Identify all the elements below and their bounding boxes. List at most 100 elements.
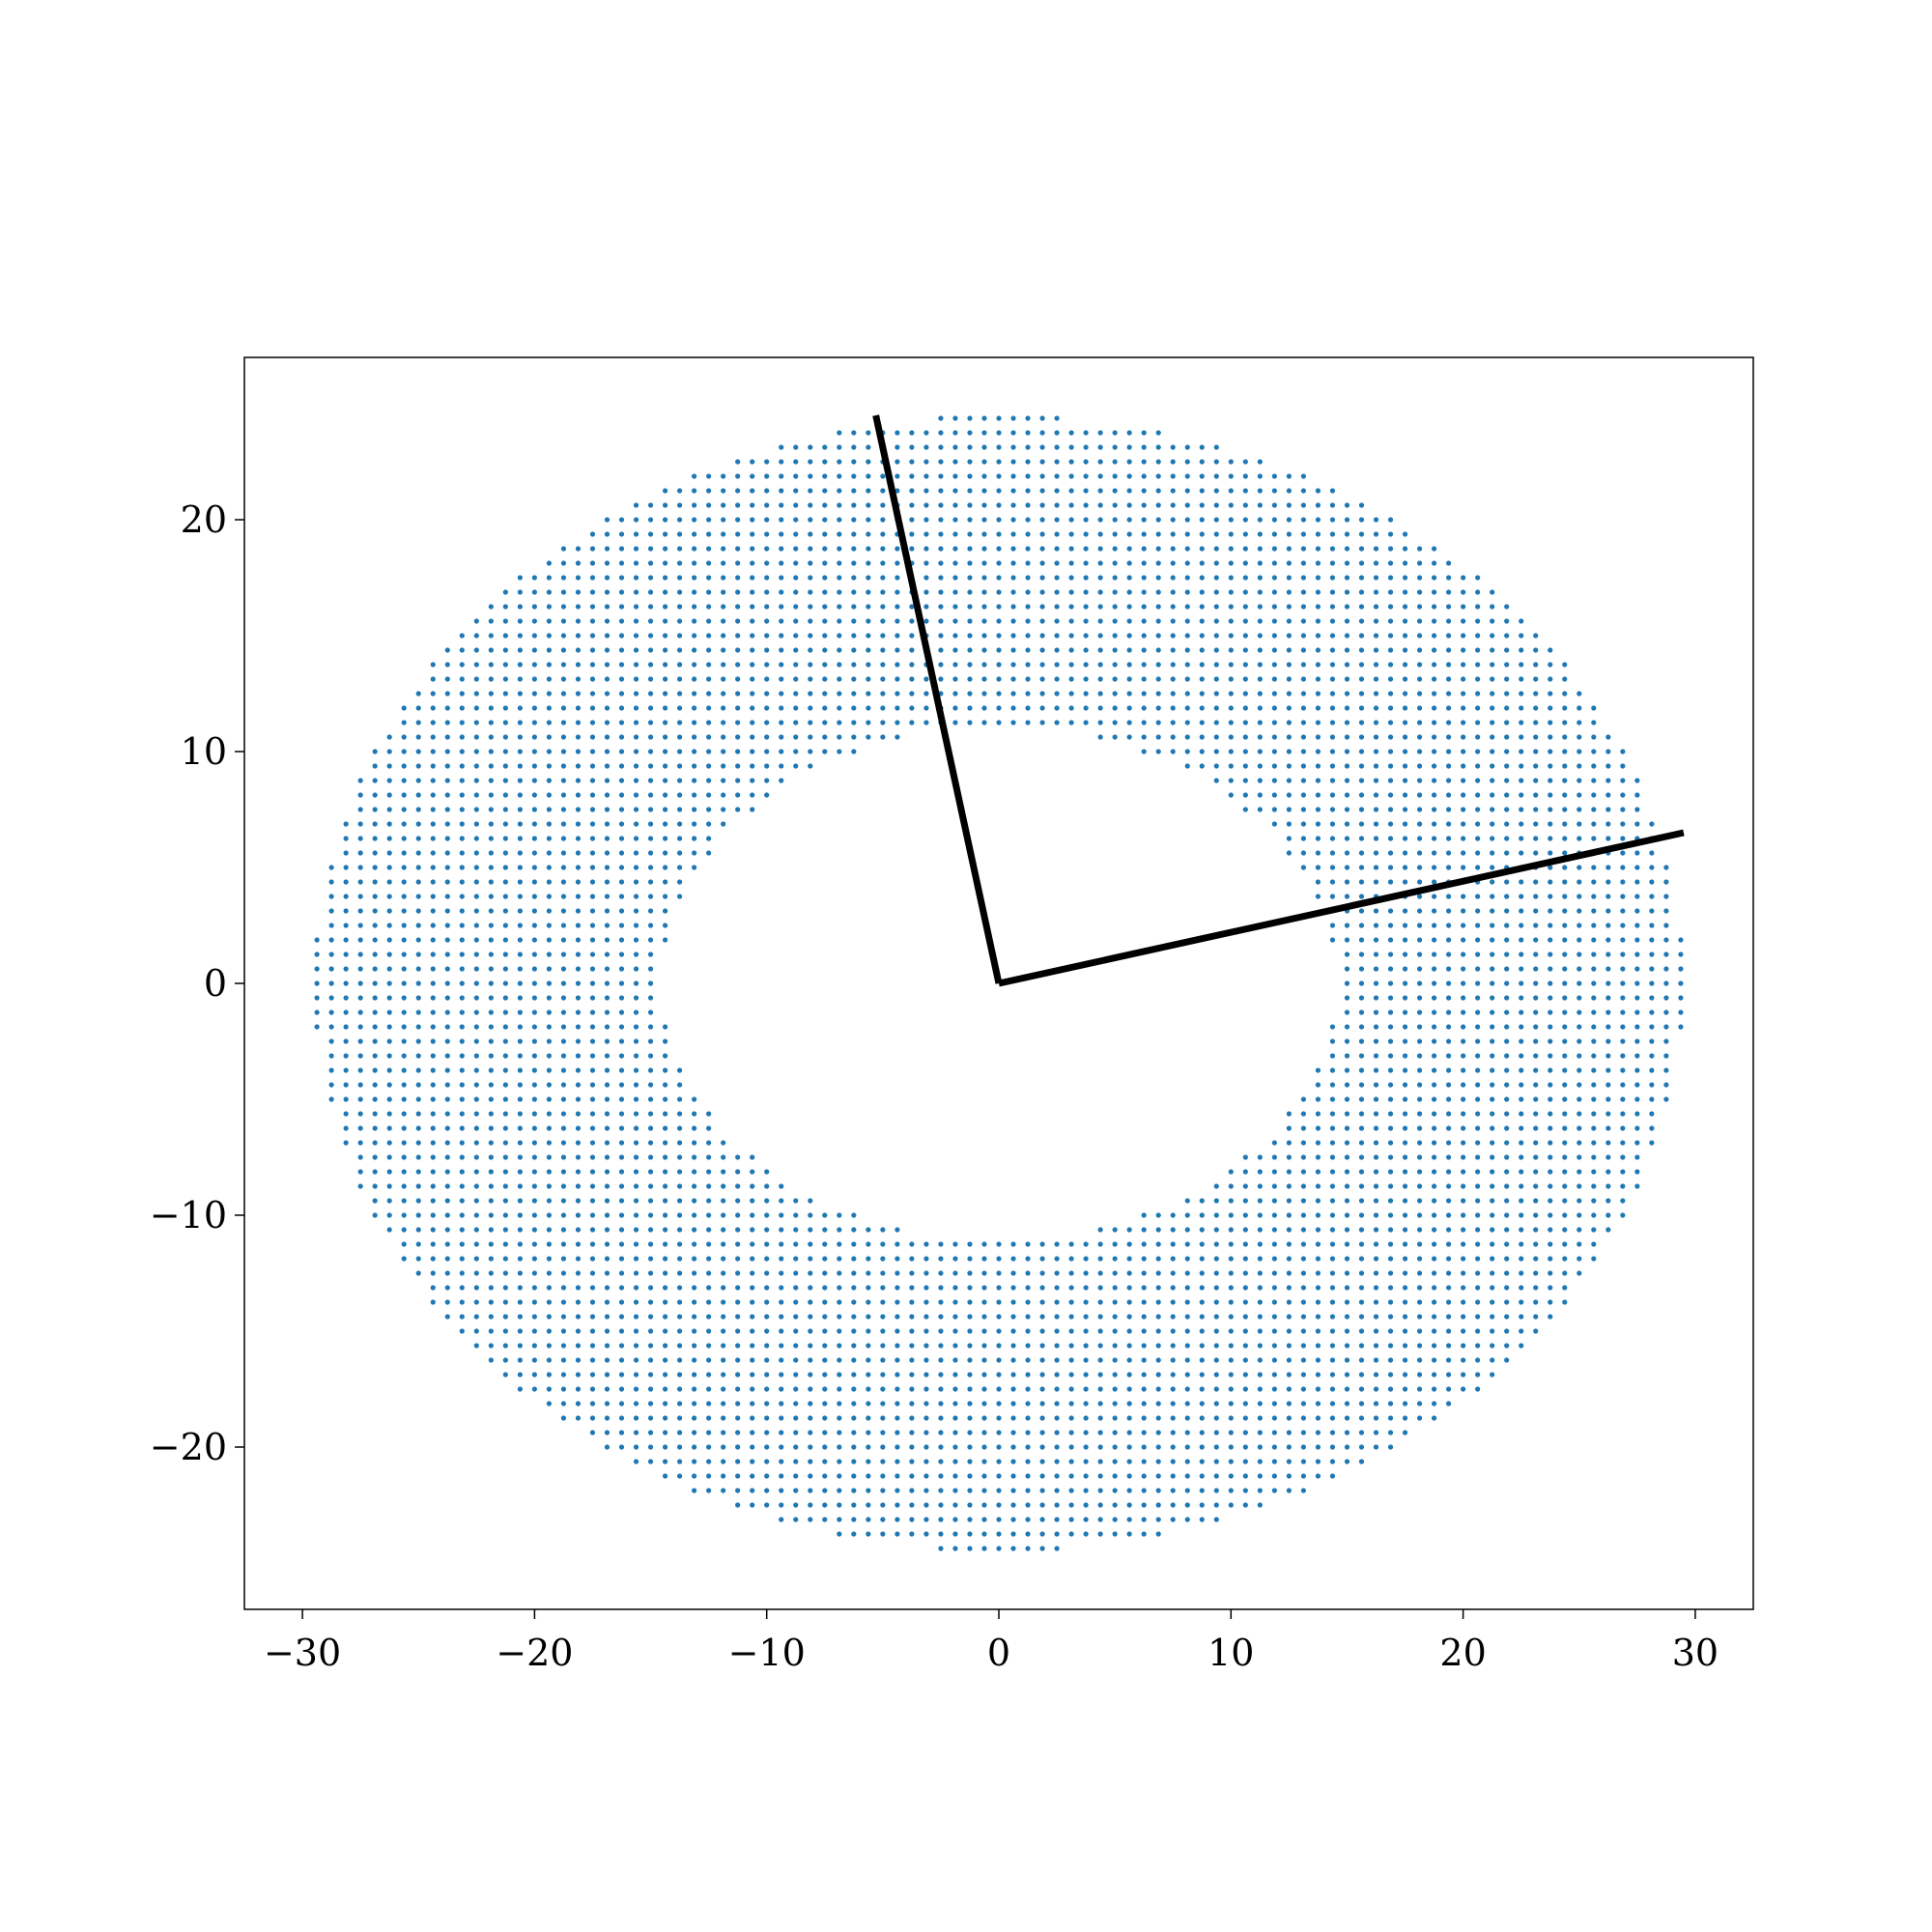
scatter-point [938, 488, 944, 494]
scatter-point [502, 1154, 508, 1160]
scatter-point [618, 850, 625, 856]
scatter-point [444, 850, 450, 856]
scatter-point [938, 647, 944, 653]
scatter-point [923, 560, 929, 566]
scatter-point [1155, 691, 1161, 696]
scatter-point [895, 633, 900, 639]
scatter-point [866, 734, 871, 740]
scatter-point [1228, 575, 1234, 581]
scatter-point [952, 1241, 958, 1247]
scatter-point [692, 792, 697, 798]
scatter-point [1300, 1169, 1306, 1175]
scatter-point [1271, 1227, 1277, 1233]
scatter-point [1126, 430, 1132, 436]
scatter-point [1300, 1488, 1306, 1493]
scatter-point [662, 517, 668, 523]
scatter-point [1025, 1415, 1031, 1421]
scatter-point [981, 1328, 987, 1334]
scatter-point [1039, 1241, 1045, 1247]
scatter-point [1315, 1270, 1321, 1276]
scatter-point [1315, 1386, 1321, 1392]
scatter-point [531, 1067, 537, 1073]
scatter-point [473, 1256, 479, 1262]
scatter-point [1577, 952, 1582, 957]
scatter-point [706, 647, 712, 653]
scatter-point [1461, 1154, 1466, 1160]
scatter-point [1315, 720, 1321, 725]
scatter-point [560, 1256, 567, 1262]
scatter-point [750, 778, 755, 783]
scatter-point [488, 1227, 494, 1233]
scatter-point [721, 1270, 726, 1276]
scatter-point [647, 531, 654, 537]
scatter-point [1068, 1473, 1074, 1479]
scatter-point [1329, 517, 1336, 523]
scatter-point [676, 1256, 683, 1262]
scatter-point [706, 734, 712, 740]
scatter-point [1155, 1227, 1161, 1233]
scatter-point [1054, 415, 1060, 421]
scatter-point [1490, 749, 1495, 754]
scatter-point [1431, 1212, 1437, 1218]
scatter-point [692, 734, 697, 740]
scatter-point [1329, 734, 1336, 740]
scatter-point [1504, 676, 1510, 682]
scatter-point [938, 676, 944, 682]
scatter-point [1577, 879, 1582, 885]
scatter-point [692, 604, 697, 610]
scatter-point [909, 1473, 915, 1479]
scatter-point [575, 1299, 582, 1305]
scatter-point [938, 1488, 944, 1493]
scatter-point [1562, 749, 1568, 754]
scatter-point [1387, 807, 1394, 812]
scatter-point [1271, 1169, 1277, 1175]
scatter-point [1126, 1459, 1132, 1464]
scatter-point [633, 850, 639, 856]
scatter-point [546, 705, 553, 711]
scatter-point [1271, 1285, 1277, 1291]
scatter-point [721, 502, 726, 508]
scatter-point [357, 980, 363, 986]
scatter-point [967, 1415, 973, 1421]
scatter-point [1141, 1386, 1147, 1392]
scatter-point [1170, 1517, 1176, 1522]
scatter-point [1228, 662, 1234, 668]
scatter-point [938, 1517, 944, 1522]
scatter-point [1358, 937, 1365, 943]
vector-line-2 [872, 414, 1003, 984]
scatter-point [633, 1038, 639, 1044]
scatter-point [488, 1067, 494, 1073]
scatter-point [1199, 546, 1205, 552]
scatter-point [1548, 792, 1553, 798]
scatter-point [560, 879, 567, 885]
scatter-point [764, 1343, 770, 1349]
scatter-point [1126, 1343, 1132, 1349]
scatter-point [415, 807, 421, 812]
scatter-point [1562, 763, 1568, 769]
scatter-point [1344, 734, 1350, 740]
scatter-point [1504, 1227, 1510, 1233]
scatter-point [1490, 792, 1495, 798]
scatter-point [952, 604, 958, 610]
scatter-point [1577, 1256, 1582, 1262]
scatter-point [618, 894, 625, 899]
scatter-point [895, 1531, 900, 1537]
scatter-point [1039, 662, 1045, 668]
scatter-point [589, 618, 596, 624]
scatter-point [1519, 923, 1524, 928]
scatter-point [1170, 633, 1176, 639]
scatter-point [546, 894, 553, 899]
scatter-point [923, 1285, 929, 1291]
scatter-point [822, 1299, 828, 1305]
scatter-point [1358, 1270, 1365, 1276]
scatter-point [996, 1372, 1002, 1378]
scatter-point [560, 647, 567, 653]
scatter-point [444, 1024, 450, 1030]
scatter-point [560, 705, 567, 711]
scatter-point [1155, 589, 1161, 595]
scatter-point [1591, 865, 1597, 870]
scatter-point [531, 720, 537, 725]
scatter-point [1344, 676, 1350, 682]
scatter-point [721, 792, 726, 798]
scatter-point [560, 1096, 567, 1102]
